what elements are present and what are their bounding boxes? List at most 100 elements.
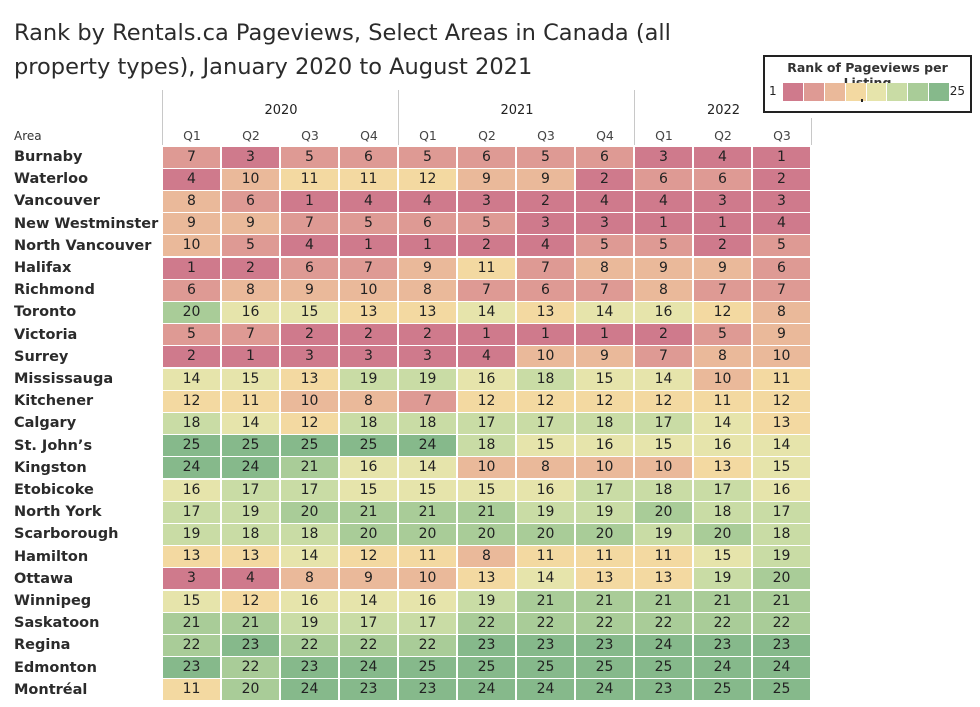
year-header: 2021 [500,103,534,118]
heatmap-cell: 7 [458,279,515,301]
row-label: North Vancouver [14,237,152,254]
heatmap-cell: 17 [517,412,574,434]
quarter-header: Q2 [478,128,496,143]
heatmap-cell: 13 [222,546,279,568]
row-label: Scarborough [14,526,119,543]
heatmap-cell: 9 [163,213,220,235]
heatmap-cell: 12 [222,590,279,612]
heatmap-cell: 4 [576,190,633,212]
heatmap-cell: 14 [753,435,810,457]
heatmap-cell: 7 [281,213,338,235]
heatmap-cell: 16 [694,435,751,457]
row-label: Ottawa [14,570,74,587]
quarter-header: Q2 [714,128,732,143]
heatmap-cell: 25 [222,435,279,457]
heatmap-cell: 14 [517,568,574,590]
heatmap-cell: 19 [399,368,456,390]
heatmap-cell: 5 [694,324,751,346]
heatmap-cell: 4 [340,190,397,212]
row-label: St. John’s [14,437,93,454]
heatmap-cell: 15 [340,479,397,501]
heatmap-cell: 25 [576,657,633,679]
heatmap-cell: 9 [222,213,279,235]
legend-swatch [845,83,867,101]
heatmap-cell: 13 [163,546,220,568]
quarter-header: Q1 [419,128,437,143]
heatmap-cell: 5 [163,324,220,346]
heatmap-cell: 18 [222,523,279,545]
heatmap-cell: 10 [458,457,515,479]
heatmap-cell: 25 [281,435,338,457]
heatmap-cell: 25 [340,435,397,457]
heatmap-cell: 11 [399,546,456,568]
row-label: Halifax [14,260,72,276]
heatmap-cell: 4 [163,168,220,190]
heatmap-cell: 5 [517,146,574,168]
heatmap-cell: 13 [576,568,633,590]
heatmap-cell: 8 [576,257,633,279]
heatmap-cell: 25 [399,657,456,679]
heatmap-cell: 1 [458,324,515,346]
heatmap-cell: 21 [458,501,515,523]
heatmap-cell: 25 [517,657,574,679]
heatmap-cell: 5 [576,235,633,257]
heatmap-cell: 22 [399,634,456,656]
row-label: Etobicoke [14,482,94,498]
heatmap-cell: 18 [281,523,338,545]
heatmap-cell: 22 [517,612,574,634]
quarter-header: Q3 [537,128,555,143]
heatmap-cell: 1 [222,346,279,368]
heatmap-cell: 8 [635,279,692,301]
row-label: Surrey [14,348,69,365]
area-column-header: Area [14,129,42,143]
heatmap-cell: 20 [163,301,220,323]
heatmap-cell: 24 [281,679,338,701]
legend-swatch [783,83,804,101]
heatmap-cell: 21 [694,590,751,612]
year-divider [162,90,163,145]
heatmap-cell: 18 [694,501,751,523]
heatmap-cell: 7 [576,279,633,301]
heatmap-cell: 21 [163,612,220,634]
heatmap-cell: 19 [517,501,574,523]
year-divider [398,90,399,145]
heatmap-cell: 2 [163,346,220,368]
heatmap-cell: 10 [340,279,397,301]
heatmap-cell: 17 [222,479,279,501]
heatmap-cell: 2 [576,168,633,190]
heatmap-cell: 4 [635,190,692,212]
heatmap-cell: 18 [753,523,810,545]
heatmap-cell: 3 [576,213,633,235]
heatmap-cell: 3 [458,190,515,212]
heatmap-cell: 11 [635,546,692,568]
heatmap-cell: 16 [222,301,279,323]
heatmap-cell: 15 [399,479,456,501]
heatmap-cell: 17 [753,501,810,523]
row-label: Edmonton [14,659,97,676]
row-label: Regina [14,637,71,654]
row-label: Toronto [14,304,77,321]
heatmap-cell: 15 [753,457,810,479]
heatmap-cell: 13 [694,457,751,479]
heatmap-cell: 14 [281,546,338,568]
heatmap-cell: 12 [576,390,633,412]
heatmap-cell: 19 [576,501,633,523]
heatmap-cell: 22 [635,612,692,634]
heatmap-cell: 10 [694,368,751,390]
row-label: North York [14,504,102,521]
heatmap-cell: 15 [222,368,279,390]
heatmap-cell: 3 [163,568,220,590]
heatmap-cell: 18 [340,412,397,434]
heatmap-cell: 23 [694,634,751,656]
heatmap-cell: 1 [163,257,220,279]
year-header: 2020 [264,103,298,118]
heatmap-cell: 23 [458,634,515,656]
heatmap-cell: 9 [635,257,692,279]
quarter-header: Q2 [242,128,260,143]
heatmap-cell: 21 [340,501,397,523]
heatmap-cell: 6 [635,168,692,190]
heatmap-cell: 3 [694,190,751,212]
heatmap-cell: 7 [635,346,692,368]
heatmap-cell: 1 [576,324,633,346]
color-legend: Rank of Pageviews per Listing 1 25 [763,55,972,113]
